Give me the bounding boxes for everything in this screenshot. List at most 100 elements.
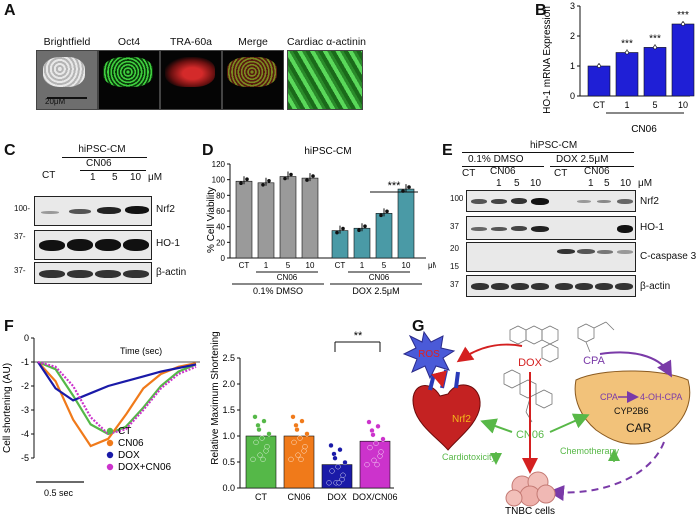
- heart-vessels-icon: [428, 369, 460, 391]
- d-ylabel: % Cell Viability: [206, 187, 217, 253]
- d-bar: [235, 180, 253, 259]
- g-ohcpa: 4-OH-CPA: [640, 392, 682, 402]
- c-mw-37b: 37-: [14, 266, 26, 275]
- g-cyp: CYP2B6: [614, 406, 649, 416]
- g-dox: DOX: [518, 357, 543, 369]
- cn06-structure-icon: [503, 369, 553, 423]
- b-sig-label: ***: [677, 10, 689, 21]
- d-x-tick-label: 5: [286, 261, 291, 270]
- fb-point: [288, 456, 294, 463]
- b-bar: [643, 47, 667, 97]
- e-col-1a: 1: [496, 178, 502, 189]
- c-header: hiPSC-CM: [78, 144, 126, 155]
- fb-point: [259, 435, 265, 441]
- fb-point: [260, 456, 266, 463]
- d-unit-label: μM: [428, 261, 436, 270]
- d-point: [245, 177, 249, 182]
- brightfield-image: [36, 50, 98, 110]
- c-col-ct: CT: [42, 170, 56, 181]
- c-group: CN06: [86, 158, 112, 169]
- b-bar: [671, 23, 695, 97]
- fb-point: [380, 436, 386, 442]
- e-mw-15: 15: [450, 262, 459, 271]
- fb-y-tick-label: 1.5: [222, 405, 235, 415]
- c-row-ho1: HO-1: [156, 238, 180, 249]
- e-group-line-2: [550, 166, 634, 167]
- d-x-tick-label: 10: [402, 261, 411, 270]
- fb-point: [377, 453, 383, 459]
- f-sig: **: [354, 330, 363, 342]
- d-x-tick-label: 1: [360, 261, 365, 270]
- d-y-tick-label: 20: [216, 238, 225, 247]
- e-mw-37b: 37: [450, 280, 459, 289]
- e-sub-cn06-2: CN06: [584, 166, 610, 177]
- fb-y-tick-label: 0.5: [222, 457, 235, 467]
- g-tnbc: TNBC cells: [505, 506, 555, 516]
- d-bar: [331, 230, 349, 259]
- e-col-10b: 10: [620, 178, 632, 189]
- d-y-tick-label: 60: [216, 207, 225, 216]
- fb-point: [266, 431, 272, 437]
- c-col-10: 10: [130, 172, 142, 183]
- e-mw-37a: 37: [450, 222, 459, 231]
- f-legend-label: CN06: [118, 438, 144, 449]
- f-trace-line: [37, 360, 197, 436]
- f-time-label: Time (sec): [120, 346, 162, 356]
- d-point: [289, 172, 293, 177]
- f-trace-line: [37, 360, 197, 436]
- fb-point: [364, 462, 370, 468]
- d-point: [363, 224, 367, 229]
- d-bar: [301, 177, 319, 259]
- f-y-tick-label: -3: [21, 405, 29, 415]
- fb-point: [340, 472, 346, 478]
- fb-point: [299, 418, 305, 424]
- panel-label-b: B: [535, 2, 547, 19]
- cpa-to-liver-arrow: [599, 351, 672, 378]
- f-legend-marker: [106, 427, 114, 435]
- fb-point: [293, 422, 299, 428]
- fb-point: [298, 456, 304, 463]
- b-bar: [615, 52, 639, 97]
- ros-to-heart-arrow: [431, 370, 447, 388]
- d-point: [385, 209, 389, 214]
- c-mw-100: 100-: [14, 204, 31, 213]
- f-bar-ylabel: Relative Maximum Shortening: [210, 331, 221, 464]
- d-x-tick-label: CT: [335, 261, 346, 270]
- b-y-tick-label: 2: [570, 31, 575, 41]
- e-blot-bactin: [466, 275, 636, 297]
- b-y-tick-label: 0: [570, 91, 575, 101]
- b-group-label: CN06: [631, 124, 657, 135]
- d-bars: CT 1 5 10 CT 1 5 10 μM CN06 CN06 0.1% DMSO DOX 2.5μM: [232, 171, 436, 296]
- panel-f-bar-chart: Relative Maximum Shortening 0.0 0.5 1.0 1.5…: [210, 330, 398, 502]
- d-bar: [257, 182, 275, 259]
- d-y-tick-label: 40: [216, 223, 225, 232]
- fb-point: [302, 444, 308, 450]
- b-point: [597, 64, 601, 68]
- fb-point: [375, 423, 381, 429]
- e-row-nrf2: Nrf2: [640, 196, 659, 207]
- fb-point: [336, 480, 342, 486]
- fb-point: [367, 444, 373, 451]
- fb-point: [326, 480, 332, 486]
- c-group-line: [80, 170, 146, 171]
- g-car: CAR: [626, 421, 652, 435]
- d-bar: [279, 176, 297, 259]
- b-x-tick-label: 10: [678, 100, 688, 110]
- panel-label-d: D: [202, 142, 214, 159]
- e-mw-20: 20: [450, 244, 459, 253]
- fb-point: [342, 459, 348, 466]
- fb-point: [297, 435, 303, 441]
- micro-title-merge: Merge: [238, 36, 268, 48]
- ros-burst-icon: [402, 330, 456, 380]
- fb-point: [261, 418, 267, 424]
- fb-point: [331, 451, 337, 457]
- fb-x-tick-label: DOX: [327, 492, 347, 502]
- e-col-5a: 5: [514, 178, 520, 189]
- c-unit: μM: [148, 172, 163, 183]
- b-bars: CT 1 *** 5 *** 10 ***: [587, 10, 695, 110]
- f-y-tick-label: -2: [21, 381, 29, 391]
- cn06-to-liver-arrow: [549, 413, 590, 433]
- f-lines: [37, 360, 197, 448]
- fb-bar: [283, 435, 315, 489]
- fb-point: [252, 414, 258, 420]
